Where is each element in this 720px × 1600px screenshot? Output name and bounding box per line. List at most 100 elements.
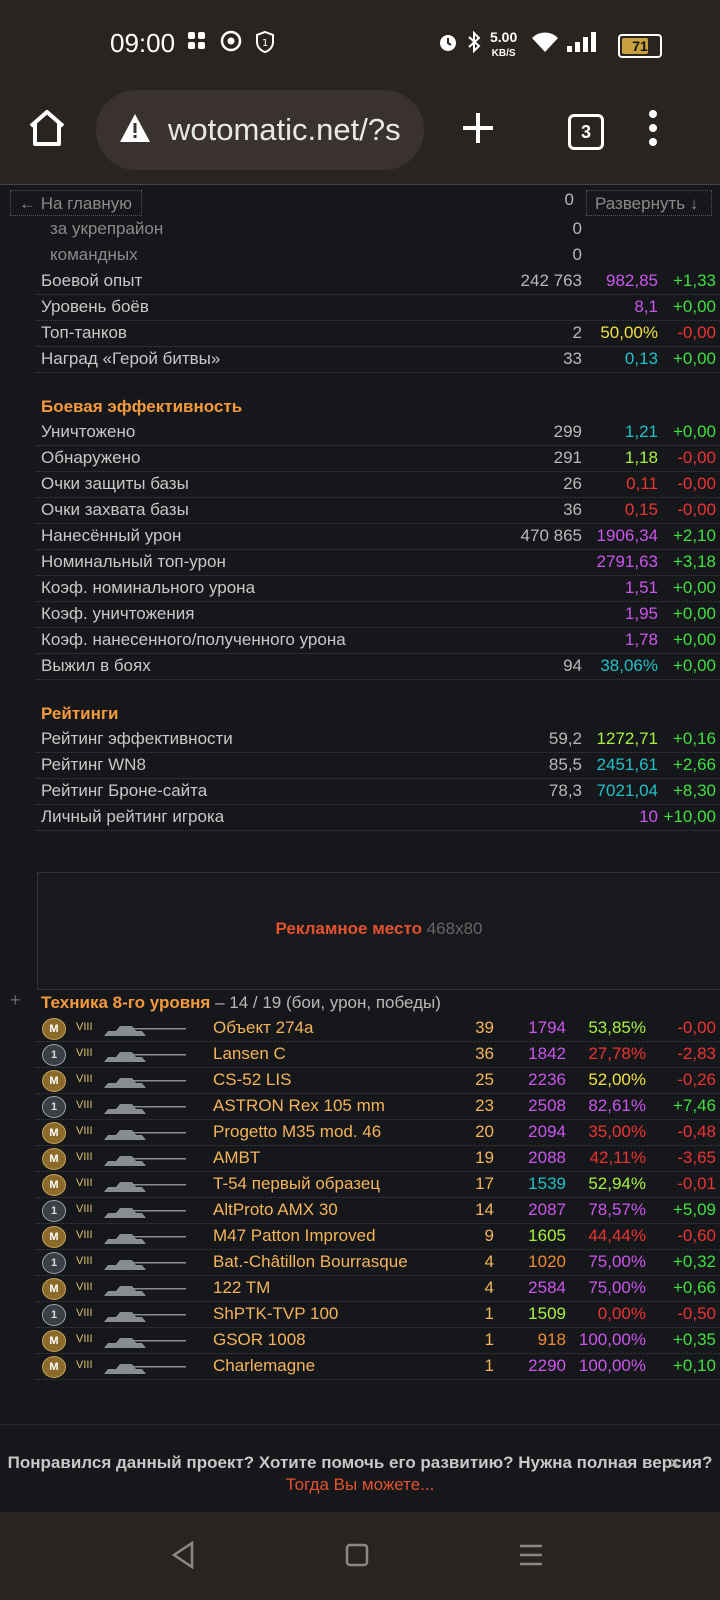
support-banner: Понравился данный проект? Хотите помочь … bbox=[0, 1424, 720, 1513]
tank-tier: VIII bbox=[76, 1281, 93, 1293]
tank-tier: VIII bbox=[76, 1151, 93, 1163]
tank-row[interactable]: M VIII 122 TM 4 2584 75,00% +0,66 bbox=[36, 1276, 720, 1302]
tank-icon bbox=[104, 1104, 186, 1114]
rating-change: +10,00 bbox=[663, 807, 716, 826]
warning-icon[interactable] bbox=[118, 112, 152, 149]
tank-row[interactable]: 1 VIII Lansen C 36 1842 27,78% -2,83 bbox=[36, 1042, 720, 1068]
combat-value: 291 bbox=[553, 448, 582, 467]
tank-tier: VIII bbox=[76, 1125, 93, 1137]
tank-row[interactable]: M VIII T-54 первый образец 17 1539 52,94% -0,0… bbox=[36, 1172, 720, 1198]
tank-row[interactable]: M VIII Progetto M35 mod. 46 20 2094 35,00% -0,… bbox=[36, 1120, 720, 1146]
tank-name[interactable]: ShPTK-TVP 100 bbox=[213, 1304, 339, 1323]
tank-row[interactable]: M VIII CS-52 LIS 25 2236 52,00% -0,26 bbox=[36, 1068, 720, 1094]
tank-name[interactable]: Lansen C bbox=[213, 1044, 286, 1063]
url-text[interactable]: wotomatic.net/?s bbox=[168, 112, 401, 147]
wifi-icon bbox=[530, 30, 560, 60]
combat-change: +0,00 bbox=[672, 604, 716, 623]
tank-name[interactable]: Progetto M35 mod. 46 bbox=[213, 1122, 382, 1141]
home-nav-icon[interactable] bbox=[344, 1542, 370, 1568]
battery-icon: 71 bbox=[618, 34, 662, 58]
tank-row[interactable]: 1 VIII Bat.-Châtillon Bourrasque 4 1020 75,00… bbox=[36, 1250, 720, 1276]
stat-label: Наград «Герой битвы» bbox=[41, 349, 221, 368]
combat-row: Коэф. номинального урона 1,51 +0,00 bbox=[36, 576, 720, 602]
tank-change: -0,26 bbox=[677, 1070, 716, 1089]
rating-value: 59,2 bbox=[548, 729, 582, 748]
rating-change: +0,16 bbox=[672, 729, 716, 748]
tank-name[interactable]: CS-52 LIS bbox=[213, 1070, 292, 1089]
tank-row[interactable]: 1 VIII ShPTK-TVP 100 1 1509 0,00% -0,50 bbox=[36, 1302, 720, 1328]
tank-winrate: 75,00% bbox=[588, 1278, 646, 1297]
tab-switcher-button[interactable]: 3 bbox=[568, 114, 604, 150]
rating-change: +8,30 bbox=[672, 781, 716, 800]
tanks-section-header: Техника 8-го уровня – 14 / 19 (бои, урон… bbox=[41, 993, 441, 1013]
tank-row[interactable]: M VIII Объект 274а 39 1794 53,85% -0,00 bbox=[36, 1016, 720, 1042]
home-link[interactable]: ← На главную bbox=[10, 190, 142, 216]
address-bar[interactable]: wotomatic.net/?s bbox=[96, 90, 424, 170]
combat-average: 1,21 bbox=[624, 422, 658, 441]
tank-name[interactable]: ASTRON Rex 105 mm bbox=[213, 1096, 385, 1115]
tank-name[interactable]: Bat.-Châtillon Bourrasque bbox=[213, 1252, 408, 1271]
stat-average: 982,85 bbox=[606, 271, 658, 290]
tank-tier: VIII bbox=[76, 1177, 93, 1189]
tank-name[interactable]: AltProto AMX 30 bbox=[213, 1200, 338, 1219]
tank-row[interactable]: M VIII GSOR 1008 1 918 100,00% +0,35 bbox=[36, 1328, 720, 1354]
stat-value: 242 763 bbox=[520, 271, 582, 290]
combat-average: 0,11 bbox=[626, 474, 658, 493]
combat-label: Очки защиты базы bbox=[41, 474, 189, 493]
rating-average: 2451,61 bbox=[596, 755, 658, 774]
combat-label: Уничтожено bbox=[41, 422, 136, 441]
stat-change: -0,00 bbox=[677, 323, 716, 342]
combat-change: +0,00 bbox=[672, 630, 716, 649]
stat-row: Топ-танков 2 50,00% -0,00 bbox=[36, 321, 720, 347]
close-icon[interactable]: × bbox=[669, 1453, 680, 1473]
tank-winrate: 0,00% bbox=[597, 1304, 646, 1323]
tank-name[interactable]: 122 TM bbox=[213, 1278, 271, 1297]
tank-icon bbox=[104, 1312, 186, 1322]
support-link[interactable]: Тогда Вы можете... bbox=[285, 1475, 435, 1494]
stat-change: +0,00 bbox=[672, 297, 716, 316]
expand-button[interactable]: Развернуть ↓ bbox=[586, 190, 712, 216]
combat-label: Коэф. нанесенного/полученного урона bbox=[41, 630, 346, 649]
tank-name[interactable]: M47 Patton Improved bbox=[213, 1226, 376, 1245]
combat-label: Выжил в боях bbox=[41, 656, 151, 675]
stat-change: +1,33 bbox=[672, 271, 716, 290]
stat-value: 0 bbox=[572, 245, 582, 264]
expand-plus-button[interactable]: + bbox=[10, 990, 21, 1010]
tank-row[interactable]: M VIII AMBT 19 2088 42,11% -3,65 bbox=[36, 1146, 720, 1172]
tank-row[interactable]: M VIII M47 Patton Improved 9 1605 44,44% -0,60 bbox=[36, 1224, 720, 1250]
combat-value: 26 bbox=[563, 474, 582, 493]
tank-damage: 1842 bbox=[528, 1044, 566, 1063]
ad-title: Рекламное место bbox=[275, 919, 422, 938]
tank-row[interactable]: 1 VIII ASTRON Rex 105 mm 23 2508 82,61% +7,46 bbox=[36, 1094, 720, 1120]
tank-tier: VIII bbox=[76, 1047, 93, 1059]
signal-icon bbox=[566, 30, 600, 60]
tank-name[interactable]: AMBT bbox=[213, 1148, 261, 1167]
tank-winrate: 42,11% bbox=[589, 1148, 646, 1167]
home-icon[interactable] bbox=[26, 108, 68, 153]
combat-change: -0,00 bbox=[677, 448, 716, 467]
tank-change: -0,01 bbox=[677, 1174, 716, 1193]
recents-icon[interactable] bbox=[518, 1542, 544, 1568]
tank-name[interactable]: Charlemagne bbox=[213, 1356, 316, 1375]
tank-battles: 25 bbox=[475, 1070, 494, 1089]
tank-battles: 19 bbox=[475, 1148, 494, 1167]
tank-name[interactable]: GSOR 1008 bbox=[213, 1330, 306, 1349]
mastery-badge-icon: M bbox=[42, 1356, 66, 1378]
tank-winrate: 75,00% bbox=[588, 1252, 646, 1271]
back-icon[interactable] bbox=[170, 1540, 196, 1570]
rating-label: Личный рейтинг игрока bbox=[41, 807, 225, 826]
tank-tier: VIII bbox=[76, 1255, 93, 1267]
tank-row[interactable]: 1 VIII AltProto AMX 30 14 2087 78,57% +5,09 bbox=[36, 1198, 720, 1224]
alarm-icon bbox=[436, 30, 460, 60]
tank-winrate: 78,57% bbox=[588, 1200, 646, 1219]
tank-name[interactable]: T-54 первый образец bbox=[213, 1174, 381, 1193]
new-tab-icon[interactable] bbox=[460, 110, 496, 151]
combat-average: 1906,34 bbox=[596, 526, 658, 545]
tank-row[interactable]: M VIII Charlemagne 1 2290 100,00% +0,10 bbox=[36, 1354, 720, 1380]
tank-icon bbox=[104, 1260, 186, 1270]
ad-placeholder[interactable]: Рекламное место 468x80 bbox=[37, 872, 720, 990]
combat-row: Коэф. уничтожения 1,95 +0,00 bbox=[36, 602, 720, 628]
tank-name[interactable]: Объект 274а bbox=[213, 1018, 314, 1037]
menu-icon[interactable] bbox=[646, 108, 660, 153]
mastery-badge-icon: M bbox=[42, 1122, 66, 1144]
